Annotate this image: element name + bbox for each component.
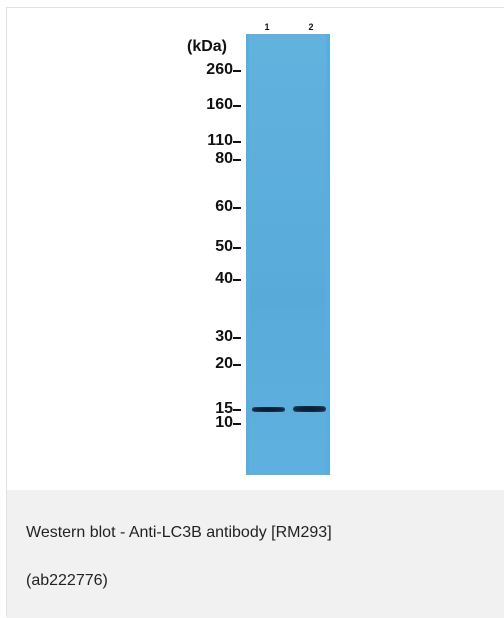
unit-label: (kDa) [187,38,228,55]
caption-title: Western blot - Anti-LC3B antibody [RM293… [26,524,332,541]
lane-number-1: 1 [264,22,270,32]
lane-number-2: 2 [308,22,314,32]
band-lane-2 [293,406,326,412]
image-caption: Western blot - Anti-LC3B antibody [RM293… [7,490,504,618]
marker-label-50: 50 [215,238,233,255]
marker-tick-40 [233,279,241,281]
western-blot-figure[interactable]: 1 2 (kDa) 260 160 110 80 60 50 40 30 20 … [7,8,504,491]
marker-tick-80 [233,159,241,161]
band-lane-1 [252,407,285,412]
marker-tick-15 [233,409,241,411]
marker-label-60: 60 [215,198,233,215]
marker-label-260: 260 [206,61,233,78]
marker-label-30: 30 [215,328,233,345]
marker-label-15: 15 [215,400,233,417]
marker-tick-20 [233,364,241,366]
image-card: 1 2 (kDa) 260 160 110 80 60 50 40 30 20 … [6,7,504,618]
marker-label-80: 80 [215,150,233,167]
marker-tick-50 [233,247,241,249]
marker-tick-160 [233,105,241,107]
marker-tick-260 [233,70,241,72]
caption-product-code: (ab222776) [26,572,108,589]
marker-label-10: 10 [215,414,233,431]
marker-label-20: 20 [215,355,233,372]
marker-tick-110 [233,141,241,143]
blot-membrane [246,34,330,475]
marker-tick-60 [233,207,241,209]
marker-label-160: 160 [206,96,233,113]
marker-label-40: 40 [215,270,233,287]
marker-label-110: 110 [207,132,233,149]
marker-tick-10 [233,423,241,425]
marker-tick-30 [233,337,241,339]
